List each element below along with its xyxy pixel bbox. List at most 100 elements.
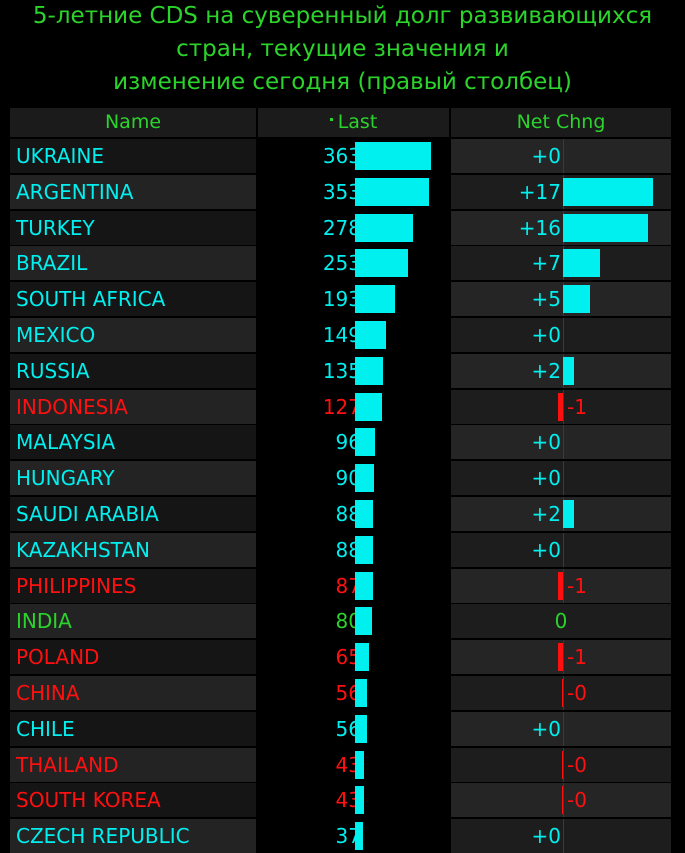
- zero-axis: [563, 425, 564, 460]
- country-name: SAUDI ARABIA: [10, 497, 256, 531]
- net-chng-cell: 0: [451, 604, 671, 639]
- net-chng-bar: [558, 571, 563, 600]
- table-row[interactable]: ARGENTINA 353 +17: [10, 174, 671, 209]
- net-chng-value: +0: [531, 537, 561, 562]
- net-chng-cell: +2: [451, 497, 671, 531]
- last-bar: [355, 750, 364, 779]
- zero-axis: [563, 389, 564, 424]
- zero-axis: [563, 640, 564, 675]
- country-name: HUNGARY: [10, 461, 256, 496]
- title-line-2: стран, текущие значения и: [176, 36, 509, 62]
- last-cell: 80: [258, 604, 449, 639]
- last-bar: [355, 607, 372, 636]
- last-bar: [355, 285, 395, 314]
- table-row[interactable]: RUSSIA 135 +2: [10, 353, 671, 388]
- table-row[interactable]: THAILAND 43 -0: [10, 747, 671, 782]
- net-chng-bar: [562, 786, 563, 815]
- net-chng-value: +0: [531, 824, 561, 849]
- table-row[interactable]: TURKEY 278 +16: [10, 210, 671, 245]
- country-name: CZECH REPUBLIC: [10, 819, 256, 853]
- title-line-3: изменение сегодня (правый столбец): [113, 69, 572, 95]
- net-chng-bar: [562, 679, 563, 707]
- table-row[interactable]: CHINA 56 -0: [10, 676, 671, 710]
- table-row[interactable]: SAUDI ARABIA 88 +2: [10, 497, 671, 531]
- net-chng-value: +5: [531, 287, 561, 312]
- column-header-name[interactable]: Name: [10, 108, 256, 137]
- zero-axis: [563, 568, 564, 603]
- last-cell: 353: [258, 174, 449, 209]
- last-bar: [355, 428, 375, 457]
- last-bar: [355, 464, 374, 493]
- last-value: 363: [322, 144, 361, 168]
- net-chng-cell: +0: [451, 819, 671, 853]
- net-chng-cell: +0: [451, 425, 671, 460]
- table-row[interactable]: PHILIPPINES 87 -1: [10, 568, 671, 603]
- zero-axis: [563, 783, 564, 818]
- net-chng-cell: +0: [451, 139, 671, 173]
- net-chng-value: +0: [531, 716, 561, 741]
- country-name: MEXICO: [10, 318, 256, 352]
- last-bar: [355, 392, 382, 421]
- table-row[interactable]: KAZAKHSTAN 88 +0: [10, 532, 671, 567]
- last-value: 193: [322, 287, 361, 312]
- last-cell: 253: [258, 246, 449, 281]
- column-header-last[interactable]: Last: [258, 108, 449, 137]
- table-row[interactable]: CHILE 56 +0: [10, 711, 671, 746]
- table-row[interactable]: HUNGARY 90 +0: [10, 461, 671, 496]
- net-chng-value: +0: [531, 430, 561, 455]
- net-chng-bar: [563, 500, 574, 528]
- last-cell: 87: [258, 568, 449, 603]
- last-cell: 149: [258, 318, 449, 352]
- net-chng-cell: -1: [451, 640, 671, 675]
- country-name: INDONESIA: [10, 389, 256, 424]
- country-name: BRAZIL: [10, 246, 256, 281]
- net-chng-value: +7: [531, 251, 561, 276]
- country-name: SOUTH KOREA: [10, 783, 256, 818]
- net-chng-value: +0: [531, 466, 561, 491]
- table-row[interactable]: SOUTH AFRICA 193 +5: [10, 282, 671, 317]
- last-value: 278: [322, 215, 361, 240]
- net-chng-cell: +2: [451, 353, 671, 388]
- country-name: UKRAINE: [10, 139, 256, 173]
- table-row[interactable]: MEXICO 149 +0: [10, 318, 671, 352]
- net-chng-cell: +17: [451, 174, 671, 209]
- table-row[interactable]: INDONESIA 127 -1: [10, 389, 671, 424]
- table-row[interactable]: MALAYSIA 96 +0: [10, 425, 671, 460]
- last-value: 149: [322, 323, 361, 347]
- table-row[interactable]: SOUTH KOREA 43 -0: [10, 783, 671, 818]
- table-row[interactable]: POLAND 65 -1: [10, 640, 671, 675]
- net-chng-value: +16: [518, 215, 561, 240]
- net-chng-value: 0: [554, 609, 568, 634]
- country-name: CHINA: [10, 676, 256, 710]
- table-row[interactable]: UKRAINE 363 +0: [10, 139, 671, 173]
- net-chng-cell: -0: [451, 676, 671, 710]
- net-chng-value: -0: [567, 752, 587, 777]
- country-name: INDIA: [10, 604, 256, 639]
- table-row[interactable]: BRAZIL 253 +7: [10, 246, 671, 281]
- net-chng-bar: [562, 750, 563, 779]
- last-bar: [355, 321, 386, 349]
- sort-indicator-icon: [329, 118, 333, 121]
- last-bar: [355, 500, 373, 528]
- zero-axis: [563, 711, 564, 746]
- net-chng-cell: -0: [451, 783, 671, 818]
- country-name: CHILE: [10, 711, 256, 746]
- column-header-net-chng[interactable]: Net Chng: [451, 108, 671, 137]
- last-bar: [355, 714, 367, 743]
- net-chng-bar: [563, 213, 648, 242]
- zero-axis: [563, 747, 564, 782]
- last-bar: [355, 142, 431, 170]
- net-chng-bar: [558, 392, 563, 421]
- country-name: MALAYSIA: [10, 425, 256, 460]
- net-chng-cell: +16: [451, 210, 671, 245]
- country-name: KAZAKHSTAN: [10, 532, 256, 567]
- table-row[interactable]: INDIA 80 0: [10, 604, 671, 639]
- net-chng-bar: [563, 356, 574, 385]
- last-cell: 127: [258, 389, 449, 424]
- table-row[interactable]: CZECH REPUBLIC 37 +0: [10, 819, 671, 853]
- net-chng-cell: +0: [451, 461, 671, 496]
- net-chng-value: -0: [567, 788, 587, 813]
- column-header-last-label: Last: [337, 111, 378, 133]
- country-name: PHILIPPINES: [10, 568, 256, 603]
- net-chng-value: +0: [531, 323, 561, 347]
